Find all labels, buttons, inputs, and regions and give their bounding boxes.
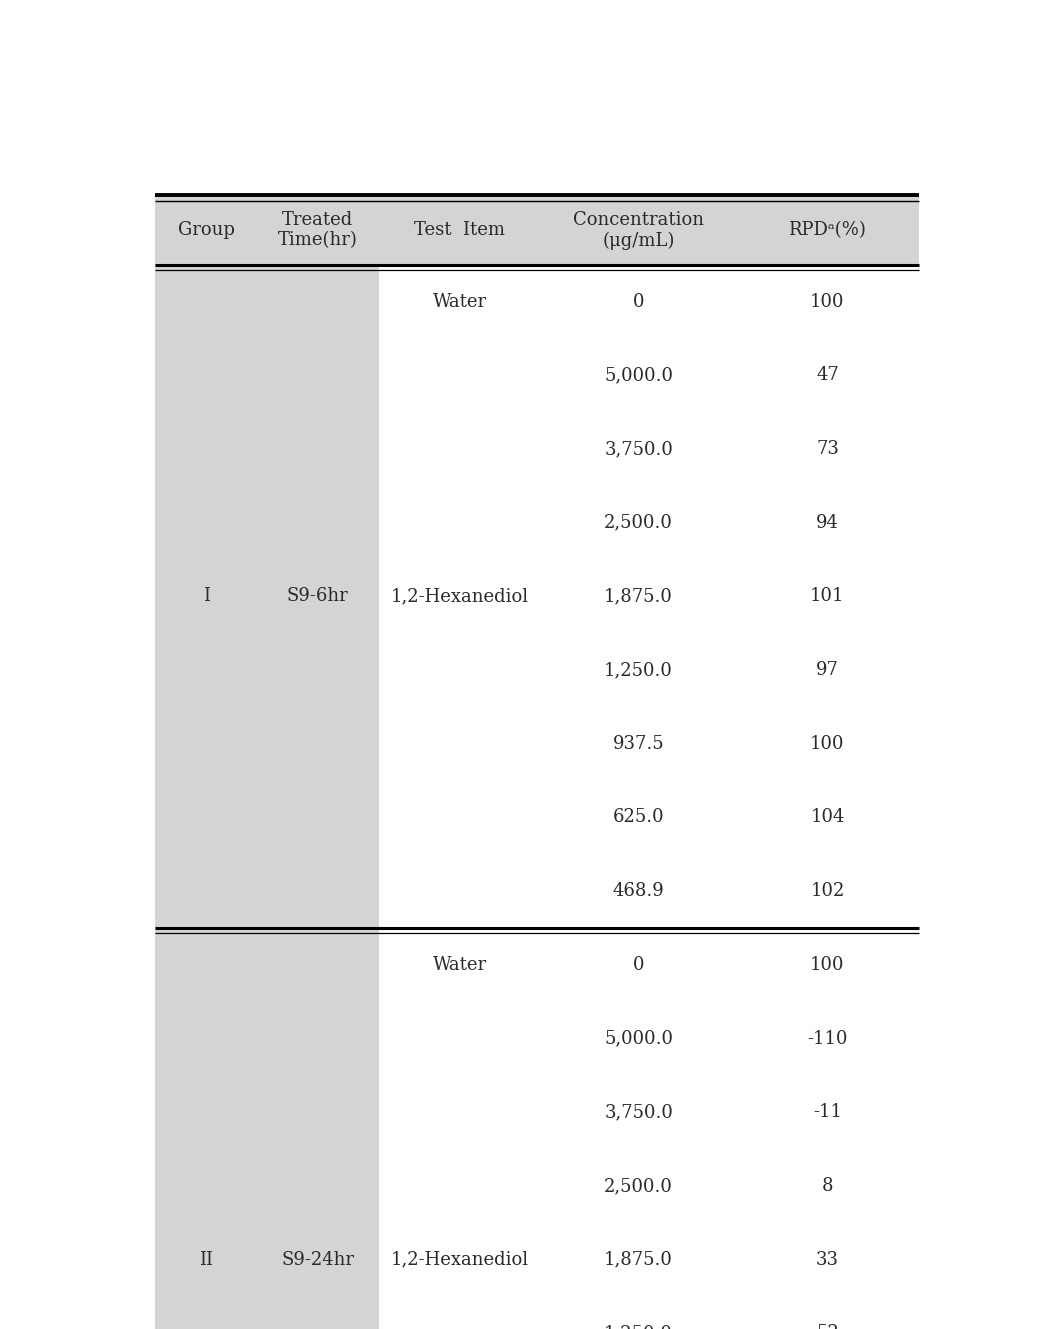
Bar (155, 928, 257, 1329)
Text: 5,000.0: 5,000.0 (604, 1030, 673, 1047)
Text: 73: 73 (816, 440, 838, 459)
Text: 100: 100 (810, 735, 845, 752)
Text: 33: 33 (816, 1251, 839, 1269)
Text: II: II (199, 1251, 213, 1269)
Text: 1,250.0: 1,250.0 (605, 661, 673, 679)
Text: 100: 100 (810, 956, 845, 974)
Text: S9-6hr: S9-6hr (287, 587, 349, 606)
Text: Treated
Time(hr): Treated Time(hr) (278, 211, 357, 250)
Text: 625.0: 625.0 (613, 808, 664, 827)
Text: Water: Water (433, 956, 487, 974)
Text: 100: 100 (810, 292, 845, 311)
Bar (257, 928, 378, 1329)
Text: 47: 47 (816, 367, 838, 384)
Text: 1,250.0: 1,250.0 (605, 1324, 673, 1329)
Text: 3,750.0: 3,750.0 (605, 1103, 673, 1122)
Text: I: I (202, 587, 210, 606)
Bar (378, 264, 919, 928)
Text: -11: -11 (813, 1103, 842, 1122)
Text: 937.5: 937.5 (613, 735, 664, 752)
Text: 52: 52 (816, 1324, 838, 1329)
Text: -110: -110 (807, 1030, 848, 1047)
Text: Concentration
(μg/mL): Concentration (μg/mL) (573, 210, 704, 250)
Text: 1,875.0: 1,875.0 (605, 587, 673, 606)
Text: 2,500.0: 2,500.0 (605, 514, 673, 532)
Text: 101: 101 (810, 587, 845, 606)
Bar (155, 195, 919, 264)
Text: 1,2-Hexanediol: 1,2-Hexanediol (391, 1251, 529, 1269)
Text: 97: 97 (816, 661, 838, 679)
Text: 1,2-Hexanediol: 1,2-Hexanediol (391, 587, 529, 606)
Bar (155, 264, 257, 928)
Text: 8: 8 (822, 1177, 833, 1195)
Bar (378, 928, 919, 1329)
Text: S9-24hr: S9-24hr (281, 1251, 354, 1269)
Text: 104: 104 (810, 808, 845, 827)
Text: 94: 94 (816, 514, 838, 532)
Text: 5,000.0: 5,000.0 (604, 367, 673, 384)
Text: Water: Water (433, 292, 487, 311)
Text: RPDᵃ(%): RPDᵃ(%) (788, 221, 867, 239)
Text: 2,500.0: 2,500.0 (605, 1177, 673, 1195)
Bar (257, 264, 378, 928)
Text: 0: 0 (633, 292, 645, 311)
Text: 1,875.0: 1,875.0 (605, 1251, 673, 1269)
Text: 102: 102 (810, 882, 845, 900)
Text: Test  Item: Test Item (414, 221, 505, 239)
Text: 468.9: 468.9 (613, 882, 664, 900)
Text: 0: 0 (633, 956, 645, 974)
Text: Group: Group (178, 221, 235, 239)
Text: 3,750.0: 3,750.0 (605, 440, 673, 459)
